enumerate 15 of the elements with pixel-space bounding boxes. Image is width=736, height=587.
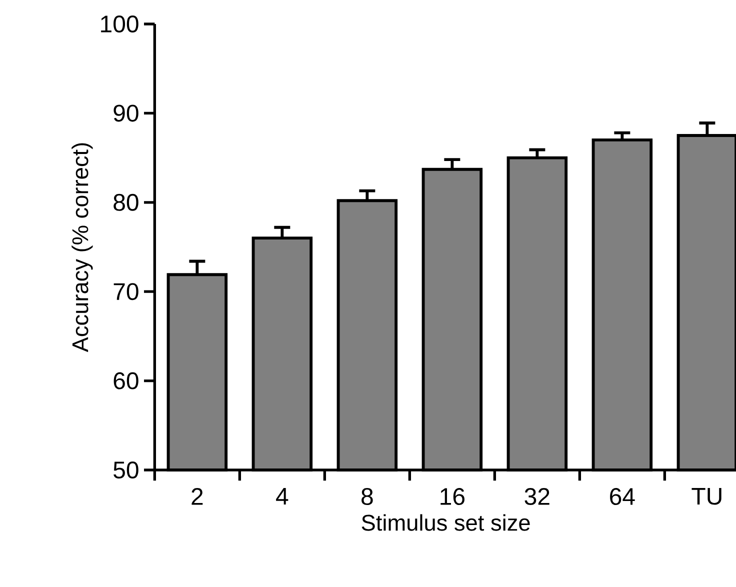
x-tick-label: TU bbox=[692, 488, 722, 505]
x-axis-title: Stimulus set size bbox=[362, 514, 530, 531]
y-tick-label: 70 bbox=[114, 283, 138, 300]
x-tick-label: 16 bbox=[440, 488, 464, 506]
y-tick-label: 100 bbox=[101, 15, 138, 32]
y-tick-label: 90 bbox=[114, 104, 138, 122]
y-tick-label: 60 bbox=[114, 372, 138, 390]
x-tick-label: 8 bbox=[362, 488, 373, 506]
x-tick-label: 64 bbox=[610, 488, 635, 506]
x-tick-label: 4 bbox=[276, 488, 288, 505]
x-tick-label: 2 bbox=[192, 488, 203, 505]
y-tick-label: 80 bbox=[114, 194, 138, 211]
y-axis-title: Accuracy (% correct) bbox=[72, 143, 93, 352]
x-tick-label: 32 bbox=[524, 488, 550, 506]
y-tick-label: 50 bbox=[114, 461, 138, 478]
